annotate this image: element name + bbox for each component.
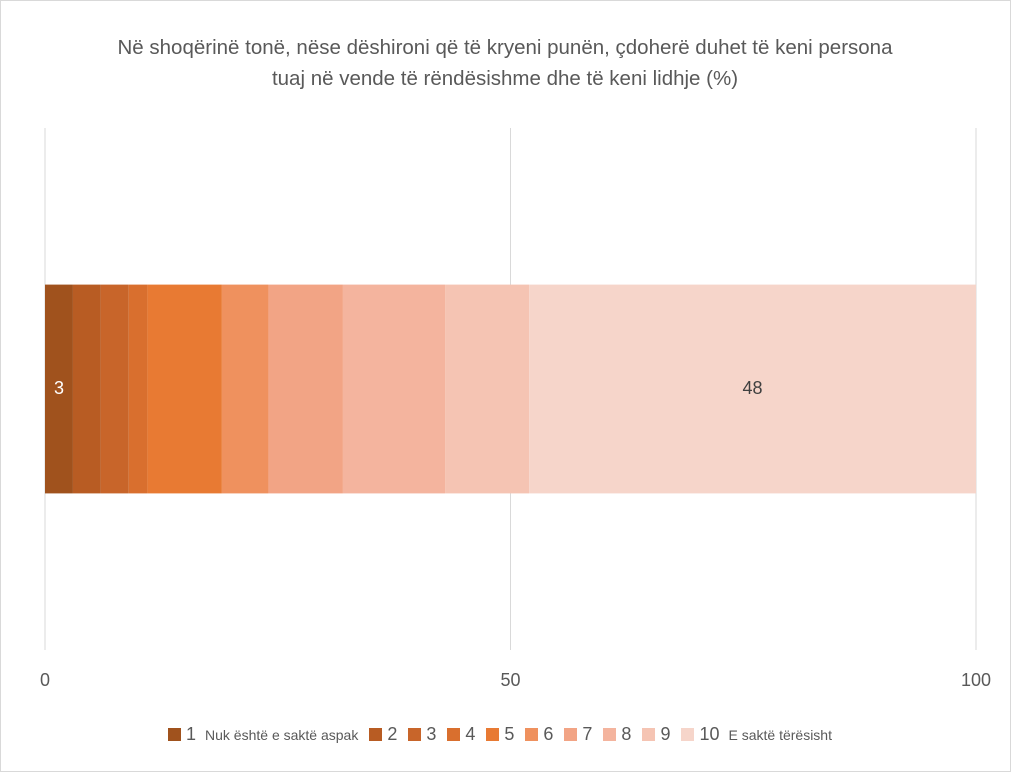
- data-label: 48: [743, 378, 763, 398]
- x-tick-label: 100: [961, 670, 991, 690]
- legend-item: 4: [447, 724, 475, 745]
- legend-label: 10: [699, 724, 720, 744]
- x-tick-label: 0: [40, 670, 50, 690]
- legend-swatch: [447, 728, 461, 741]
- bar-segment: [72, 284, 101, 494]
- bar-segment: [268, 284, 343, 494]
- legend-item: 3: [408, 724, 436, 745]
- legend-swatch: [408, 728, 422, 741]
- x-tick-label: 50: [500, 670, 520, 690]
- legend-item: 8: [603, 724, 631, 745]
- legend-swatch: [642, 728, 656, 741]
- bar-segment: [445, 284, 530, 494]
- legend-item: 6: [525, 724, 553, 745]
- legend-swatch: [168, 728, 181, 741]
- legend-label: 8: [621, 724, 632, 744]
- bar-segment: [147, 284, 222, 494]
- legend-swatch: [369, 728, 383, 741]
- bar-segment: [529, 284, 976, 494]
- legend-item: 1 Nuk është e saktë aspak: [168, 724, 358, 745]
- legend-label: 9: [660, 724, 671, 744]
- bar-segment: [342, 284, 446, 494]
- legend-swatch: [486, 728, 500, 741]
- legend-label: 2: [387, 724, 398, 744]
- legend-label: 3: [426, 724, 437, 744]
- legend-label: 4: [465, 724, 476, 744]
- bar-segment: [221, 284, 269, 494]
- legend-swatch: [564, 728, 578, 741]
- legend-note: E saktë tërësisht: [728, 726, 832, 743]
- bar-segment: [128, 284, 148, 494]
- legend-item: 10 E saktë tërësisht: [681, 724, 832, 745]
- legend-label: 5: [504, 724, 515, 744]
- legend-item: 7: [564, 724, 592, 745]
- chart-title: Në shoqërinë tonë, nëse dëshironi që të …: [117, 36, 893, 90]
- legend-item: 9: [642, 724, 670, 745]
- data-label: 3: [54, 378, 64, 398]
- legend-label: 6: [543, 724, 554, 744]
- bar-segment: [100, 284, 129, 494]
- legend-label: 1: [186, 724, 197, 744]
- legend-swatch: [681, 728, 695, 741]
- legend-note: Nuk është e saktë aspak: [205, 726, 359, 743]
- legend-swatch: [525, 728, 539, 741]
- legend-item: 5: [486, 724, 514, 745]
- legend: 1 Nuk është e saktë aspak 2 3 4 5 6 7 8 9 10 E sakt…: [0, 724, 1011, 745]
- legend-label: 7: [582, 724, 593, 744]
- bar-segment: [45, 284, 73, 494]
- legend-item: 2: [369, 724, 397, 745]
- legend-swatch: [603, 728, 617, 741]
